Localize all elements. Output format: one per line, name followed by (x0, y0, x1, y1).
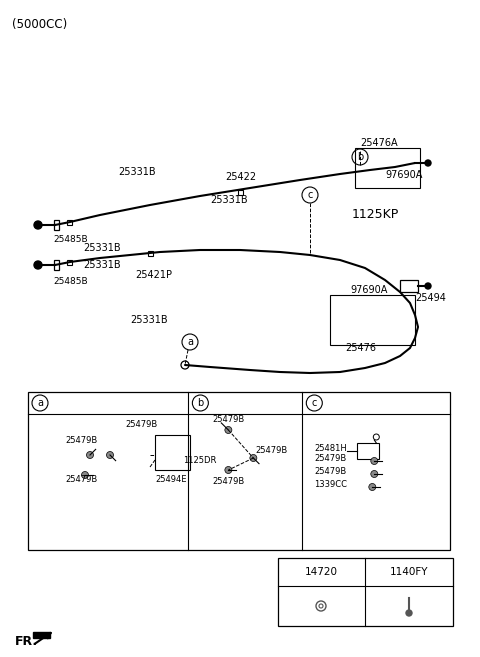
Text: 14720: 14720 (304, 567, 337, 577)
Text: 1125KP: 1125KP (352, 208, 399, 221)
Circle shape (34, 261, 42, 269)
Circle shape (250, 455, 257, 461)
Circle shape (425, 283, 431, 289)
Text: 25479B: 25479B (255, 446, 288, 455)
Text: 25494E: 25494E (155, 475, 187, 484)
Text: 1140FY: 1140FY (390, 567, 428, 577)
Circle shape (86, 451, 94, 459)
Bar (54, 260, 59, 270)
Text: c: c (307, 190, 312, 200)
Text: 25331B: 25331B (130, 315, 168, 325)
Bar (400, 280, 418, 292)
Bar (357, 443, 379, 459)
Text: a: a (37, 398, 43, 408)
Text: 1125DR: 1125DR (183, 456, 217, 465)
Text: 25485B: 25485B (53, 235, 88, 244)
Text: b: b (197, 398, 204, 408)
Bar (330, 295, 415, 345)
Bar (238, 189, 242, 194)
Circle shape (225, 466, 232, 474)
Text: c: c (312, 398, 317, 408)
Circle shape (34, 221, 42, 229)
Bar (67, 260, 72, 265)
Circle shape (369, 484, 376, 491)
Circle shape (225, 426, 232, 434)
Bar (278, 558, 453, 626)
Text: 25485B: 25485B (53, 277, 88, 286)
Text: 25479B: 25479B (212, 477, 244, 486)
Text: 25479B: 25479B (212, 415, 244, 424)
Circle shape (82, 472, 88, 478)
Text: 25479B: 25479B (125, 420, 157, 429)
Text: 97690A: 97690A (385, 170, 422, 180)
Text: 25422: 25422 (225, 172, 256, 182)
Text: 25476: 25476 (345, 343, 376, 353)
Text: 25479B: 25479B (65, 436, 97, 445)
Bar (54, 220, 59, 230)
Text: 25331B: 25331B (118, 167, 156, 177)
Bar (355, 148, 420, 188)
Bar (147, 250, 153, 256)
Text: 25421P: 25421P (135, 270, 172, 280)
Text: FR.: FR. (15, 635, 38, 648)
Text: 25331B: 25331B (83, 243, 120, 253)
Text: b: b (357, 152, 363, 162)
Circle shape (371, 470, 378, 478)
Text: 97690A: 97690A (350, 285, 387, 295)
Circle shape (406, 610, 412, 616)
Text: 1339CC: 1339CC (314, 480, 348, 489)
Text: 25479B: 25479B (314, 454, 347, 463)
Circle shape (425, 160, 431, 166)
Circle shape (107, 451, 113, 459)
Text: 25494: 25494 (415, 293, 446, 303)
Text: 25479B: 25479B (314, 467, 347, 476)
Text: (5000CC): (5000CC) (12, 18, 67, 31)
Text: 25481H: 25481H (314, 444, 347, 453)
Circle shape (371, 457, 378, 464)
Bar (67, 219, 72, 225)
Bar (155, 435, 190, 470)
Text: 25479B: 25479B (65, 475, 97, 484)
Text: 25331B: 25331B (210, 195, 248, 205)
Polygon shape (33, 632, 50, 638)
Text: 25331B: 25331B (83, 260, 120, 270)
Bar (28, 392, 450, 550)
Text: 25476A: 25476A (360, 138, 397, 148)
Text: a: a (187, 337, 193, 347)
